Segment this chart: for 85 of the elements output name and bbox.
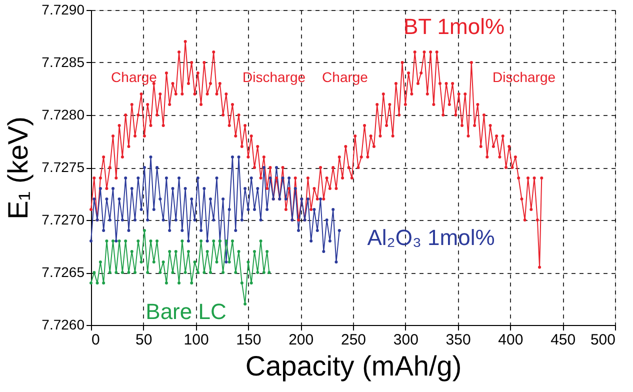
point <box>190 282 194 284</box>
point <box>240 282 244 284</box>
annotation: Charge <box>322 69 368 85</box>
point <box>146 271 150 274</box>
y-tick-label: 7.7260 <box>42 316 85 332</box>
point <box>256 271 260 274</box>
point <box>98 260 102 264</box>
point <box>196 271 200 274</box>
y-tick-label: 7.7265 <box>42 264 85 280</box>
point <box>124 240 128 242</box>
point <box>90 282 92 284</box>
point <box>120 271 124 274</box>
point <box>206 250 209 253</box>
x-axis-title: Capacity (mAh/g) <box>245 350 462 382</box>
point <box>178 282 181 284</box>
series-label: Bare LC <box>146 299 226 324</box>
point <box>234 271 238 274</box>
x-tick-label: 500 <box>590 332 616 348</box>
point <box>149 240 152 242</box>
point <box>112 240 115 242</box>
x-tick-label: 200 <box>288 332 314 348</box>
point <box>186 250 190 253</box>
point <box>202 271 206 274</box>
annotation: Discharge <box>242 69 306 85</box>
point <box>108 271 112 274</box>
point <box>134 271 137 274</box>
y-tick-label: 7.7280 <box>42 106 85 122</box>
point <box>168 250 172 253</box>
point <box>244 302 247 306</box>
point <box>266 250 269 253</box>
point <box>92 271 96 274</box>
annotation: Charge <box>111 69 158 85</box>
point <box>96 282 99 284</box>
point <box>140 260 143 264</box>
point <box>230 240 234 242</box>
point <box>105 240 108 242</box>
point <box>118 240 121 242</box>
point <box>130 250 134 253</box>
point <box>180 240 184 242</box>
x-tick-label: 150 <box>236 332 262 348</box>
y-tick-label: 7.7270 <box>42 212 85 228</box>
x-tick-label: 450 <box>550 332 576 348</box>
point <box>193 260 196 264</box>
point <box>164 282 168 284</box>
point <box>228 260 231 264</box>
point <box>237 250 240 253</box>
series-label: Al₂O₃ 1mol% <box>367 225 495 250</box>
annotation: Discharge <box>492 69 556 85</box>
line-series <box>90 229 271 306</box>
point <box>200 240 203 242</box>
point <box>215 260 218 264</box>
point <box>174 250 178 253</box>
y-tick-label: 7.7285 <box>42 54 85 70</box>
point <box>162 260 165 264</box>
x-tick-label: 250 <box>340 332 366 348</box>
point <box>184 271 187 274</box>
point <box>250 282 253 284</box>
x-tick-label: 300 <box>393 332 418 348</box>
x-tick-label: 350 <box>446 332 471 348</box>
point <box>171 271 174 274</box>
point <box>102 282 106 284</box>
y-axis-title: E₁ (keV) <box>2 116 34 220</box>
point <box>212 240 216 242</box>
series-label: BT 1mol% <box>403 14 505 39</box>
point <box>156 240 159 242</box>
x-tick-label: 50 <box>136 332 152 348</box>
point <box>208 271 212 274</box>
point <box>152 260 156 264</box>
point <box>142 229 146 232</box>
y-tick-label: 7.7275 <box>42 159 85 175</box>
y-tick-label: 7.7290 <box>42 2 85 18</box>
point <box>127 271 130 274</box>
x-tick-label: 400 <box>498 332 524 348</box>
point <box>222 271 225 274</box>
point <box>268 271 271 274</box>
point <box>262 271 266 274</box>
x-tick-label: 0 <box>92 332 100 348</box>
x-tick-label: 100 <box>184 332 209 348</box>
point <box>259 240 262 242</box>
point <box>136 240 140 242</box>
point <box>114 271 118 274</box>
point <box>158 271 162 274</box>
point <box>224 240 228 242</box>
point <box>246 260 250 264</box>
point <box>252 250 256 253</box>
